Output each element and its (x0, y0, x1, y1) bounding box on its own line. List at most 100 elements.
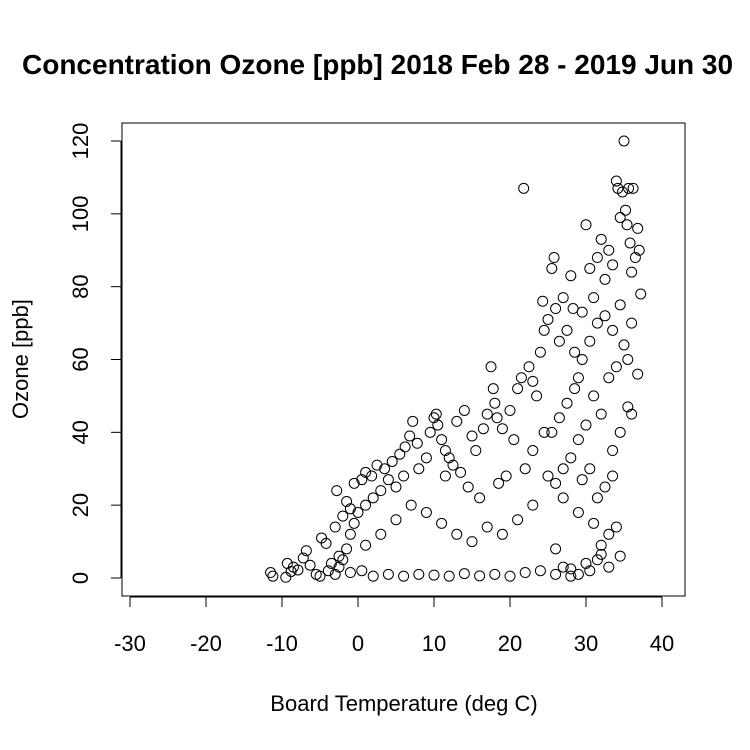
data-point (580, 557, 592, 569)
data-point (610, 361, 622, 373)
data-point (348, 517, 360, 529)
data-point (462, 481, 474, 493)
data-point (565, 570, 577, 582)
data-point (565, 563, 577, 575)
x-tick-label: 20 (498, 631, 522, 656)
data-point (341, 496, 353, 508)
data-point (394, 448, 406, 460)
data-point (523, 361, 535, 373)
data-point (620, 204, 632, 216)
data-point (584, 262, 596, 274)
data-point (632, 368, 644, 380)
data-points (265, 135, 647, 583)
data-point (624, 237, 636, 249)
data-point (627, 182, 639, 194)
data-point (493, 477, 505, 489)
data-point (382, 568, 394, 580)
data-point (458, 404, 470, 416)
data-point (607, 470, 619, 482)
data-point (534, 346, 546, 358)
data-point (557, 492, 569, 504)
y-axis: 0 20 40 60 80 100 120 (68, 123, 122, 584)
data-point (489, 568, 501, 580)
data-point (487, 383, 499, 395)
data-point (515, 372, 527, 384)
data-point (367, 492, 379, 504)
data-point (550, 568, 562, 580)
x-tick-label: -30 (114, 631, 146, 656)
data-point (496, 423, 508, 435)
data-point (553, 335, 565, 347)
data-point (439, 470, 451, 482)
x-tick-label: 0 (352, 631, 364, 656)
data-point (375, 528, 387, 540)
data-point (550, 543, 562, 555)
data-point (599, 310, 611, 322)
data-point (360, 466, 372, 478)
data-point (352, 506, 364, 518)
data-point (314, 570, 326, 582)
data-point (491, 412, 503, 424)
data-point (610, 521, 622, 533)
data-point (622, 401, 634, 413)
data-point (572, 568, 584, 580)
data-point (626, 266, 638, 278)
data-point (548, 252, 560, 264)
data-point (399, 441, 411, 453)
data-point (614, 299, 626, 311)
data-point (588, 390, 600, 402)
data-point (267, 570, 279, 582)
data-point (588, 292, 600, 304)
data-point (580, 219, 592, 231)
data-point (542, 470, 554, 482)
data-point (569, 346, 581, 358)
data-point (546, 262, 558, 274)
data-point (371, 459, 383, 471)
data-point (466, 430, 478, 442)
data-point (379, 463, 391, 475)
data-point (569, 383, 581, 395)
data-point (451, 415, 463, 427)
data-point (360, 539, 372, 551)
data-point (572, 434, 584, 446)
data-point (304, 559, 316, 571)
data-point (595, 408, 607, 420)
data-point (519, 463, 531, 475)
data-point (614, 426, 626, 438)
data-point (424, 426, 436, 438)
plot-frame (121, 122, 686, 597)
data-point (622, 354, 634, 365)
x-tick-label: -20 (190, 631, 222, 656)
data-point (626, 317, 638, 329)
data-point (337, 554, 349, 566)
data-point (584, 463, 596, 475)
data-point (496, 528, 508, 540)
y-axis-label: Ozone [ppb] (8, 299, 33, 419)
data-point (614, 550, 626, 562)
x-axis: -30 -20 -10 0 10 20 30 40 (114, 596, 674, 656)
data-point (553, 412, 565, 424)
data-point (565, 452, 577, 464)
data-point (481, 408, 493, 420)
data-point (561, 324, 573, 336)
data-point (477, 423, 489, 435)
y-tick-label: 40 (68, 420, 93, 444)
data-point (407, 415, 419, 427)
data-point (607, 324, 619, 336)
data-point (481, 521, 493, 533)
data-point (614, 211, 626, 223)
x-axis-label: Board Temperature (deg C) (270, 691, 537, 716)
data-point (537, 295, 549, 307)
data-point (542, 313, 554, 325)
data-point (443, 452, 455, 464)
data-point (584, 335, 596, 347)
data-point (603, 528, 615, 540)
x-tick-label: 10 (422, 631, 446, 656)
data-point (466, 536, 478, 548)
data-point (565, 270, 577, 282)
x-tick-label: 30 (574, 631, 598, 656)
data-point (599, 481, 611, 493)
x-tick-label: 40 (650, 631, 674, 656)
y-tick-label: 100 (68, 195, 93, 232)
data-point (474, 570, 486, 582)
